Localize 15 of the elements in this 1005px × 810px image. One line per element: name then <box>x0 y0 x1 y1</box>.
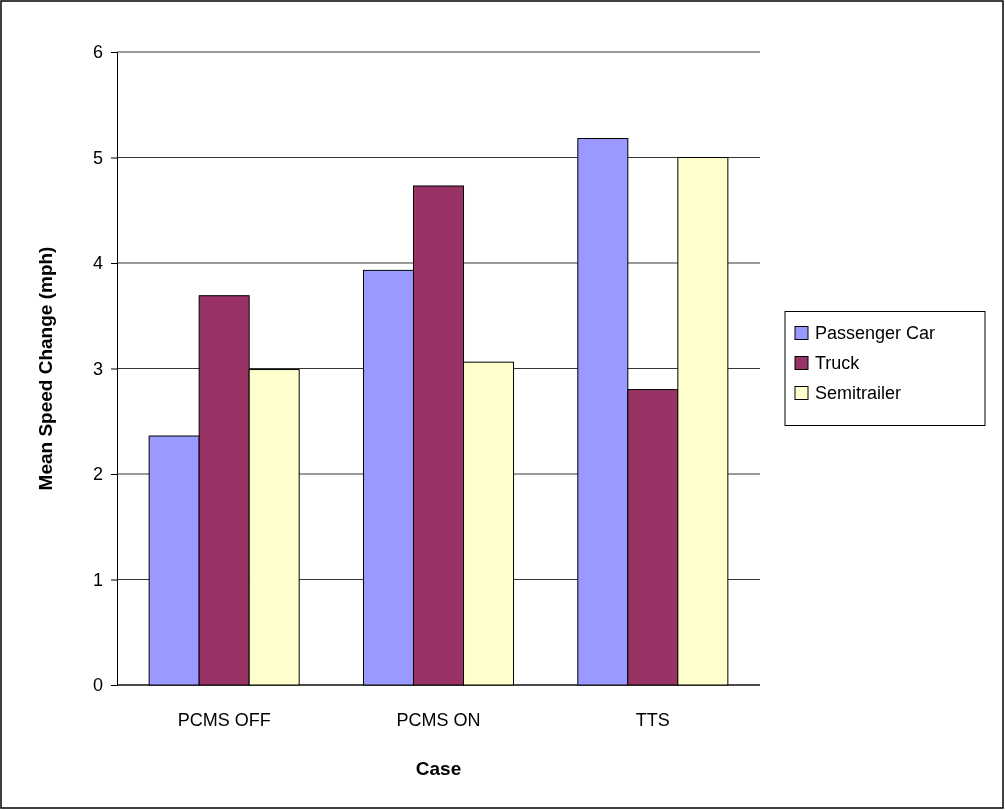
legend-label: Truck <box>815 352 861 373</box>
legend-label: Passenger Car <box>815 322 936 343</box>
x-tick-label: TTS <box>635 709 670 730</box>
y-tick-label: 3 <box>92 358 103 379</box>
y-tick-label: 1 <box>92 569 103 590</box>
y-tick-label: 2 <box>92 464 103 485</box>
legend-label: Semitrailer <box>815 382 902 403</box>
x-tick-label: PCMS ON <box>396 709 481 730</box>
y-tick-label: 0 <box>92 675 103 696</box>
y-tick-label: 5 <box>92 147 103 168</box>
y-tick-label: 6 <box>92 42 103 63</box>
y-axis-title: Mean Speed Change (mph) <box>35 246 56 491</box>
x-tick-label: PCMS OFF <box>177 709 271 730</box>
y-tick-label: 4 <box>92 253 103 274</box>
x-axis-title: Case <box>415 758 462 779</box>
